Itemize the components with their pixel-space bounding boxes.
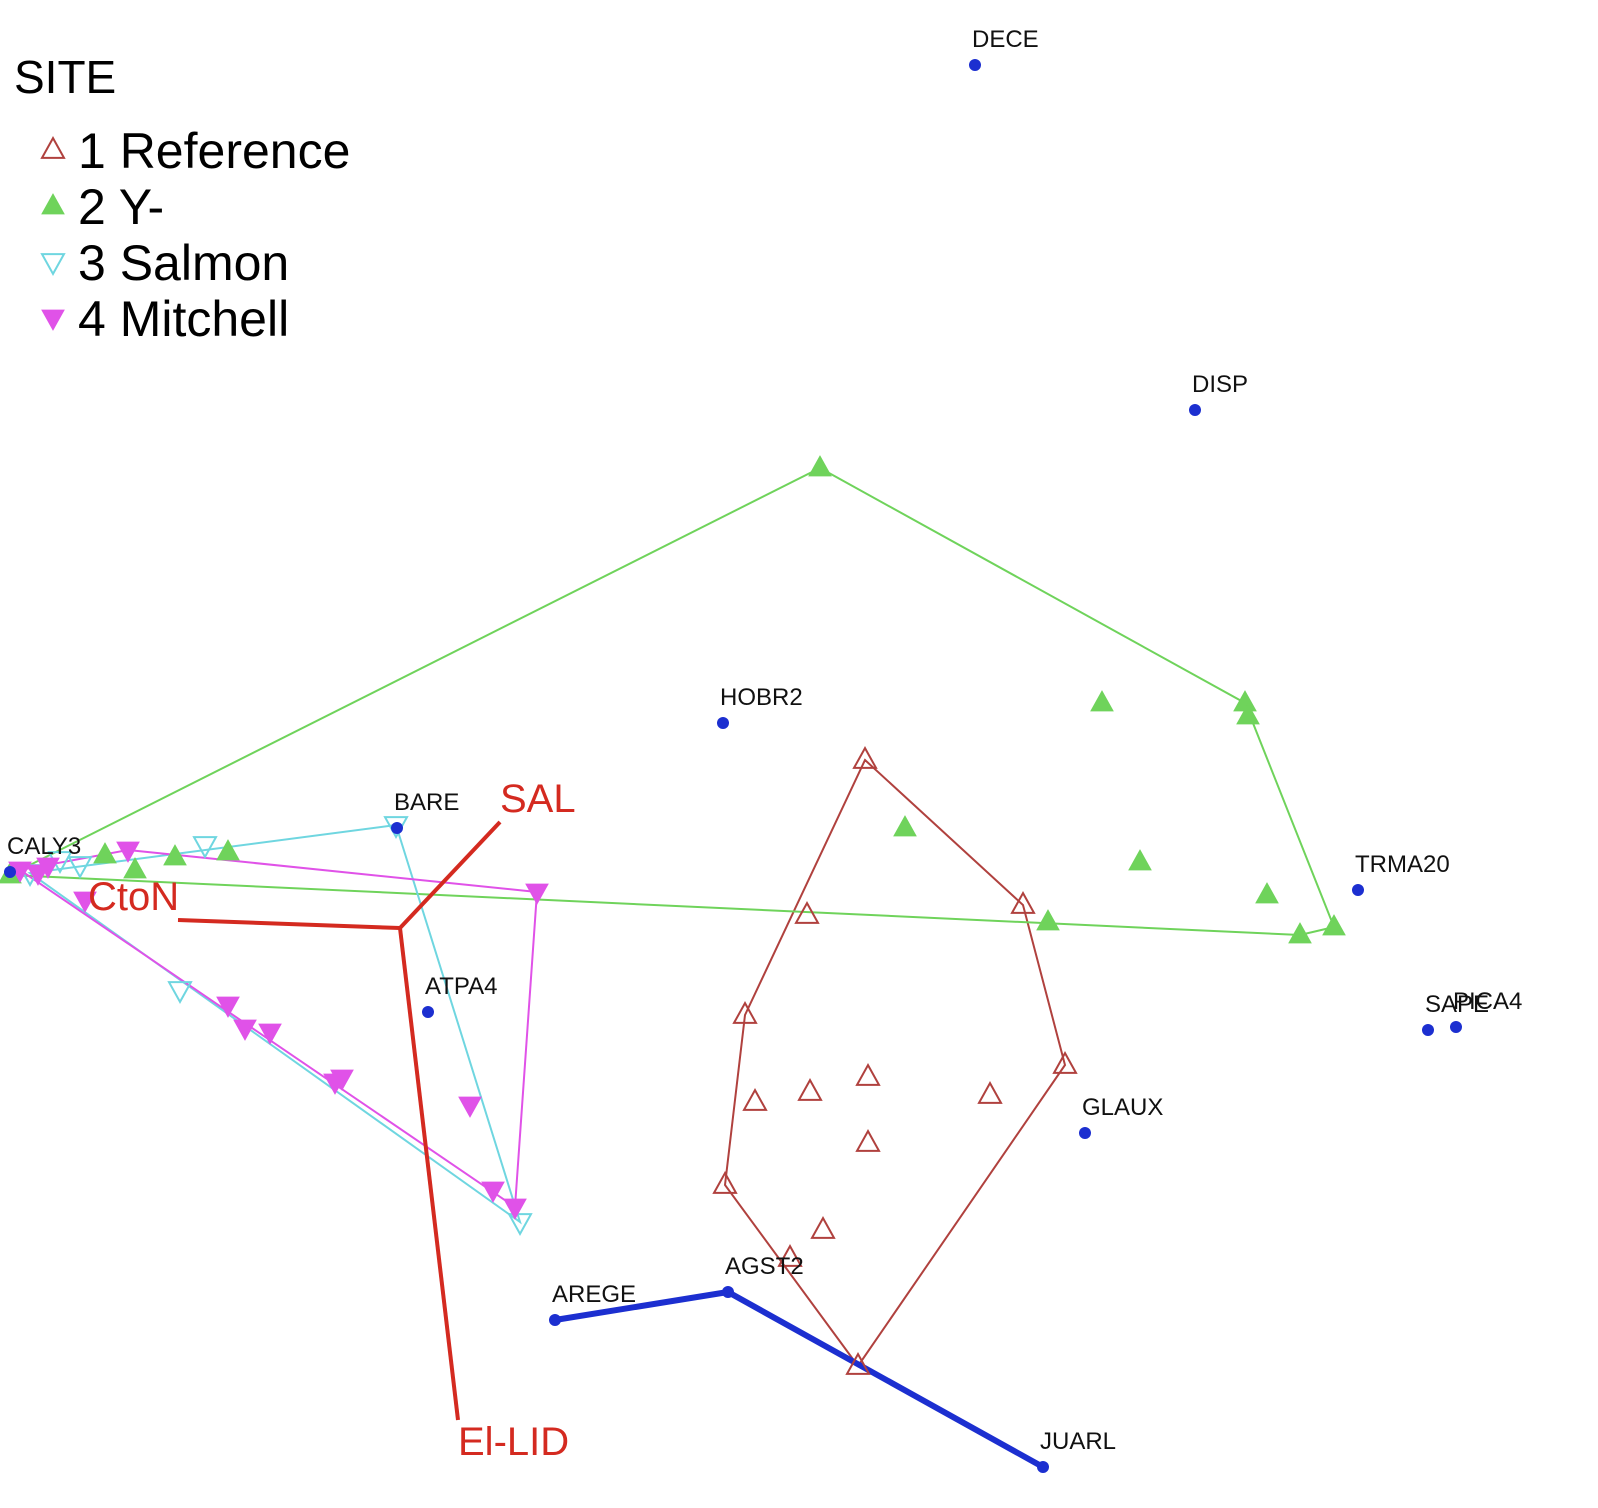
species-point-agst2 xyxy=(722,1286,734,1298)
species-label-atpa4: ATPA4 xyxy=(425,973,497,1000)
site-point-2-0 xyxy=(808,455,832,477)
species-point-atpa4 xyxy=(422,1006,434,1018)
site-point-2-11 xyxy=(123,857,147,879)
site-point-1-0 xyxy=(852,746,878,769)
site-point-1-9 xyxy=(855,1129,881,1152)
species-point-caly3 xyxy=(4,866,16,878)
group-hulls xyxy=(6,466,1336,1368)
site-point-1-3 xyxy=(1052,1051,1078,1074)
species-label-arege: AREGE xyxy=(552,1281,636,1308)
site-point-3-1 xyxy=(192,836,218,859)
species-label-hobr2: HOBR2 xyxy=(720,684,803,711)
legend-label-3: 3 Salmon xyxy=(78,235,289,291)
species-label-bare: BARE xyxy=(394,789,459,816)
site-point-2-4 xyxy=(893,815,917,837)
species-label-disp: DISP xyxy=(1192,371,1248,398)
environmental-vectors xyxy=(177,820,502,1421)
species-label-juarl: JUARL xyxy=(1040,1428,1116,1455)
site-point-2-13 xyxy=(216,839,240,861)
site-point-2-12 xyxy=(163,844,187,866)
site-points xyxy=(0,455,1346,1375)
site-point-4-9 xyxy=(481,1181,505,1203)
site-point-2-3 xyxy=(1236,703,1260,725)
species-point-hobr2 xyxy=(717,717,729,729)
site-point-4-2 xyxy=(73,891,97,913)
species-point-glaux xyxy=(1079,1127,1091,1139)
site-point-4-3 xyxy=(216,996,240,1018)
site-point-2-2 xyxy=(1233,690,1257,712)
legend-marker-3 xyxy=(40,253,66,276)
site-point-1-2 xyxy=(794,901,820,924)
site-point-1-13 xyxy=(845,1352,871,1375)
species-point-pica4 xyxy=(1450,1021,1462,1033)
site-point-3-3 xyxy=(507,1213,533,1236)
blue-vector-path xyxy=(554,1289,1045,1470)
site-point-2-7 xyxy=(1036,909,1060,931)
species-point-sape xyxy=(1422,1024,1434,1036)
species-label-trma20: TRMA20 xyxy=(1355,851,1450,878)
species-point-bare xyxy=(391,822,403,834)
site-point-2-9 xyxy=(1322,914,1346,936)
species-label-sape: SAPE xyxy=(1425,991,1489,1018)
species-point-trma20 xyxy=(1352,884,1364,896)
site-point-4-5 xyxy=(258,1023,282,1045)
legend-title: SITE xyxy=(14,51,116,103)
site-point-4-10 xyxy=(503,1198,527,1220)
site-point-4-0 xyxy=(116,841,140,863)
site-point-2-6 xyxy=(1255,882,1279,904)
site-point-1-11 xyxy=(810,1216,836,1239)
site-point-1-12 xyxy=(777,1244,803,1267)
species-point-dece xyxy=(969,59,981,71)
site-point-1-7 xyxy=(797,1078,823,1101)
site-point-4-1 xyxy=(525,883,549,905)
site-point-1-8 xyxy=(742,1088,768,1111)
site-point-1-4 xyxy=(732,1001,758,1024)
vector-line-cton xyxy=(177,918,401,930)
site-point-2-5 xyxy=(1128,849,1152,871)
site-point-2-1 xyxy=(1090,690,1114,712)
site-point-2-8 xyxy=(1288,922,1312,944)
site-point-4-7 xyxy=(330,1069,354,1091)
site-point-1-1 xyxy=(1010,891,1036,914)
vector-label-sal: SAL xyxy=(500,777,576,821)
legend-marker-2 xyxy=(41,193,65,215)
species-label-glaux: GLAUX xyxy=(1082,1094,1163,1121)
species-point-juarl xyxy=(1037,1461,1049,1473)
vector-line-sal xyxy=(398,820,502,930)
legend-marker-1 xyxy=(40,136,66,159)
species-label-dece: DECE xyxy=(972,26,1039,53)
hull-2 xyxy=(6,466,1336,937)
vector-labels: SAL CtoN El-LID xyxy=(88,777,576,1464)
legend-label-1: 1 Reference xyxy=(78,123,350,179)
species-point-arege xyxy=(549,1314,561,1326)
site-point-3-2 xyxy=(167,981,193,1004)
site-point-3-4 xyxy=(67,856,93,879)
species-label-caly3: CALY3 xyxy=(7,833,81,860)
site-point-4-8 xyxy=(458,1096,482,1118)
site-point-1-5 xyxy=(977,1081,1003,1104)
species-label-agst2: AGST2 xyxy=(725,1253,804,1280)
species-label-pica4: PICA4 xyxy=(1453,988,1522,1015)
site-point-2-10 xyxy=(93,842,117,864)
legend-label-4: 4 Mitchell xyxy=(78,291,289,347)
site-point-1-10 xyxy=(712,1171,738,1194)
vector-line-el-lid xyxy=(398,927,460,1421)
site-point-1-6 xyxy=(855,1063,881,1086)
vector-label-cton: CtoN xyxy=(88,875,179,919)
site-point-4-13 xyxy=(36,857,60,879)
legend-label-2: 2 Y- xyxy=(78,179,164,235)
vector-label-el-lid: El-LID xyxy=(458,1420,569,1464)
legend-marker-4 xyxy=(41,309,65,331)
species-vector-path xyxy=(554,1289,1045,1470)
site-point-4-4 xyxy=(233,1019,257,1041)
hull-3 xyxy=(27,823,522,1225)
species-point-disp xyxy=(1189,404,1201,416)
species-points: DECE DISP HOBR2 BARE CALY3 TRMA20 ATPA4 SAPEPIC… xyxy=(4,26,1522,1473)
